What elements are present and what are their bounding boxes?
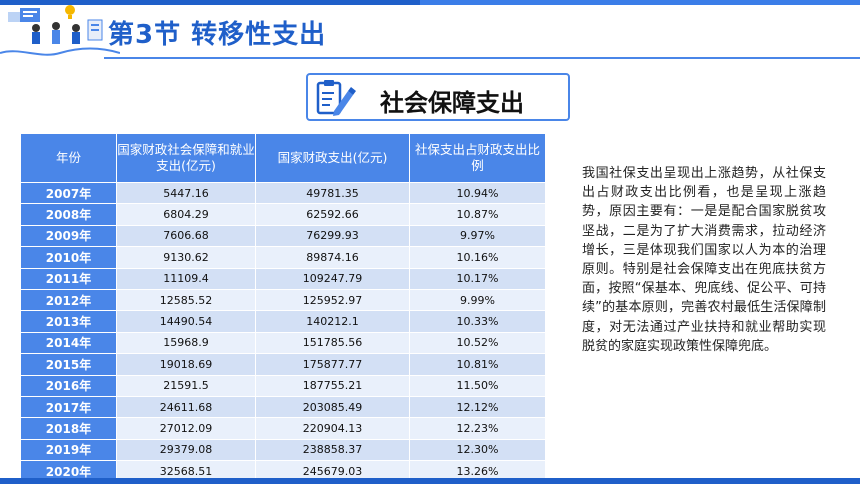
cell-social-security: 27012.09 (116, 417, 256, 440)
cell-ratio: 10.17% (409, 267, 546, 290)
header-year: 年份 (20, 133, 117, 183)
table-header-row: 年份 国家财政社会保障和就业支出(亿元) 国家财政支出(亿元) 社保支出占财政支… (20, 133, 546, 183)
cell-fiscal-spending: 76299.93 (255, 224, 410, 248)
cell-year: 2013年 (20, 310, 117, 333)
title-rule (104, 57, 860, 59)
cell-fiscal-spending: 125952.97 (255, 288, 410, 312)
cell-fiscal-spending: 151785.56 (255, 331, 410, 355)
section-label: 社会保障支出 (380, 89, 524, 117)
header-fiscal-spending: 国家财政支出(亿元) (255, 133, 410, 183)
cell-fiscal-spending: 175877.77 (255, 353, 410, 376)
cell-ratio: 11.50% (409, 374, 546, 397)
cell-ratio: 12.12% (409, 395, 546, 419)
table-row: 2015年 19018.69 175877.77 10.81% (20, 353, 546, 376)
table-row: 2008年 6804.29 62592.66 10.87% (20, 203, 546, 226)
cell-social-security: 9130.62 (116, 246, 256, 269)
cell-fiscal-spending: 238858.37 (255, 438, 410, 462)
table-row: 2007年 5447.16 49781.35 10.94% (20, 181, 546, 205)
cell-year: 2007年 (20, 181, 117, 205)
cell-fiscal-spending: 62592.66 (255, 203, 410, 226)
top-accent-bar (0, 0, 860, 14)
cell-social-security: 19018.69 (116, 353, 256, 376)
table-row: 2016年 21591.5 187755.21 11.50% (20, 374, 546, 397)
cell-fiscal-spending: 140212.1 (255, 310, 410, 333)
cell-year: 2020年 (20, 460, 117, 483)
section-heading: 社会保障支出 (306, 73, 570, 121)
cell-ratio: 12.30% (409, 438, 546, 462)
cell-year: 2016年 (20, 374, 117, 397)
cell-fiscal-spending: 89874.16 (255, 246, 410, 269)
cell-year: 2010年 (20, 246, 117, 269)
table-row: 2012年 12585.52 125952.97 9.99% (20, 288, 546, 312)
cell-ratio: 10.87% (409, 203, 546, 226)
cell-year: 2008年 (20, 203, 117, 226)
cell-ratio: 12.23% (409, 417, 546, 440)
cell-fiscal-spending: 203085.49 (255, 395, 410, 419)
header-social-security-spending: 国家财政社会保障和就业支出(亿元) (116, 133, 256, 183)
cell-ratio: 9.97% (409, 224, 546, 248)
cell-fiscal-spending: 220904.13 (255, 417, 410, 440)
table-row: 2010年 9130.62 89874.16 10.16% (20, 246, 546, 269)
cell-social-security: 12585.52 (116, 288, 256, 312)
bottom-accent-bar (0, 478, 860, 484)
cell-social-security: 15968.9 (116, 331, 256, 355)
header-ratio: 社保支出占财政支出比例 (409, 133, 546, 183)
cell-year: 2015年 (20, 353, 117, 376)
cell-year: 2012年 (20, 288, 117, 312)
table-row: 2009年 7606.68 76299.93 9.97% (20, 224, 546, 248)
cell-year: 2019年 (20, 438, 117, 462)
cell-year: 2011年 (20, 267, 117, 290)
analysis-paragraph: 我国社保支出呈现出上涨趋势，从社保支出占财政支出比例看，也是呈现上涨趋势，原因主… (582, 166, 826, 354)
header-wave-decoration (0, 47, 120, 56)
cell-social-security: 6804.29 (116, 203, 256, 226)
table-row: 2011年 11109.4 109247.79 10.17% (20, 267, 546, 290)
table-row: 2018年 27012.09 220904.13 12.23% (20, 417, 546, 440)
cell-social-security: 14490.54 (116, 310, 256, 333)
cell-ratio: 10.94% (409, 181, 546, 205)
cell-year: 2014年 (20, 331, 117, 355)
team-presentation-icon (8, 5, 103, 44)
cell-fiscal-spending: 109247.79 (255, 267, 410, 290)
cell-fiscal-spending: 187755.21 (255, 374, 410, 397)
cell-social-security: 11109.4 (116, 267, 256, 290)
cell-year: 2017年 (20, 395, 117, 419)
table-row: 2017年 24611.68 203085.49 12.12% (20, 395, 546, 419)
cell-social-security: 21591.5 (116, 374, 256, 397)
cell-ratio: 10.52% (409, 331, 546, 355)
cell-ratio: 13.26% (409, 460, 546, 483)
cell-year: 2009年 (20, 224, 117, 248)
table-row: 2014年 15968.9 151785.56 10.52% (20, 331, 546, 355)
table-row: 2013年 14490.54 140212.1 10.33% (20, 310, 546, 333)
table-row: 2019年 29379.08 238858.37 12.30% (20, 438, 546, 462)
cell-fiscal-spending: 49781.35 (255, 181, 410, 205)
social-security-table: 年份 国家财政社会保障和就业支出(亿元) 国家财政支出(亿元) 社保支出占财政支… (20, 133, 546, 483)
cell-ratio: 10.33% (409, 310, 546, 333)
cell-social-security: 29379.08 (116, 438, 256, 462)
cell-ratio: 10.81% (409, 353, 546, 376)
cell-social-security: 7606.68 (116, 224, 256, 248)
top-stripe-light (420, 0, 860, 5)
cell-social-security: 5447.16 (116, 181, 256, 205)
cell-ratio: 10.16% (409, 246, 546, 269)
page-title: 第3节 转移性支出 (108, 20, 327, 50)
clipboard-edit-icon (316, 80, 356, 116)
cell-social-security: 24611.68 (116, 395, 256, 419)
table-body: 2007年 5447.16 49781.35 10.94% 2008年 6804.29 62… (20, 181, 546, 483)
cell-ratio: 9.99% (409, 288, 546, 312)
cell-year: 2018年 (20, 417, 117, 440)
